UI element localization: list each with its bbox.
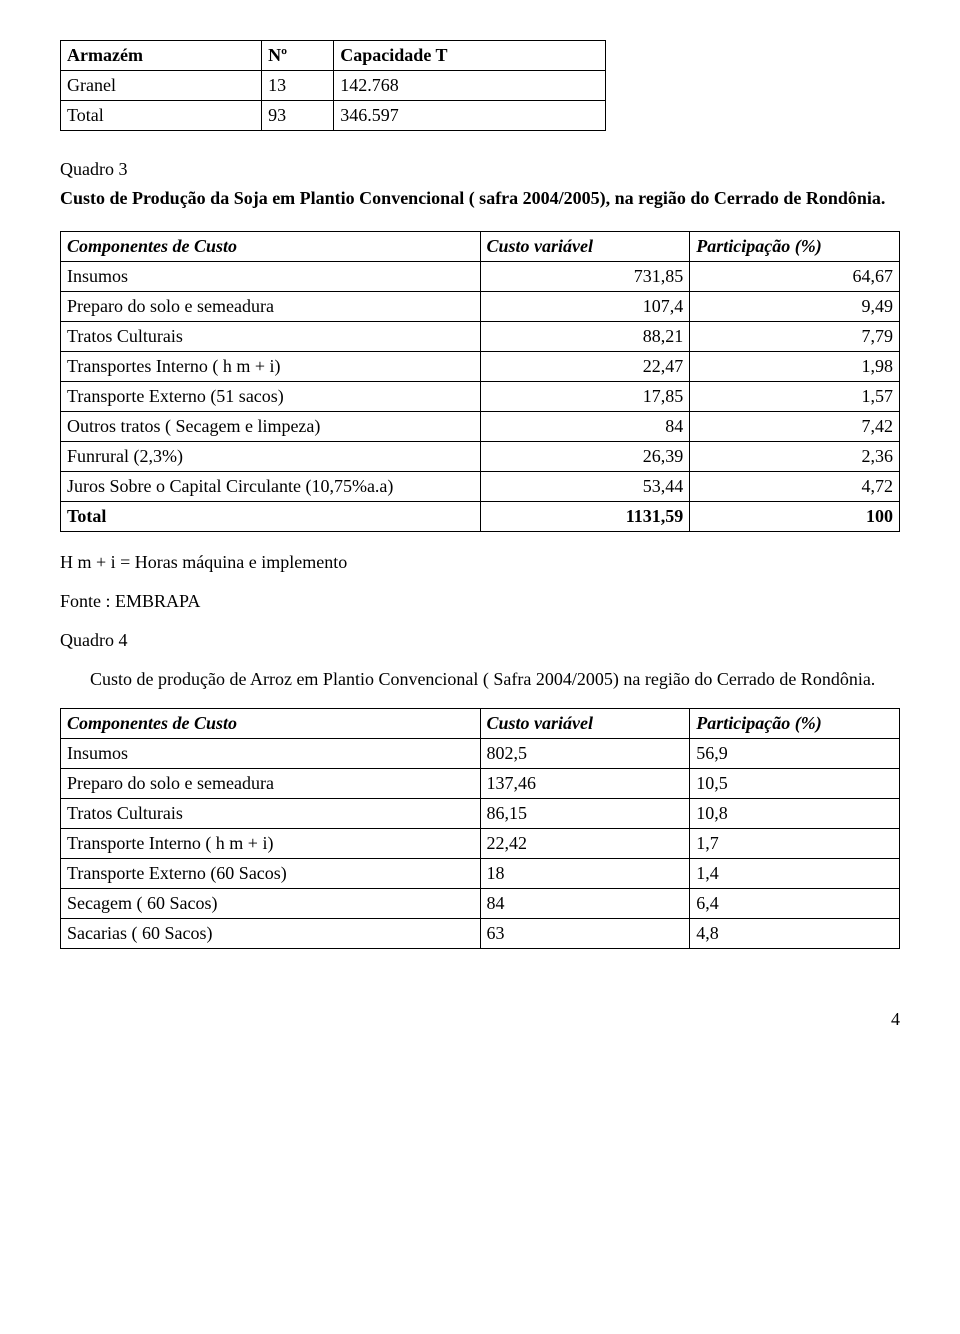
cell: 86,15 bbox=[480, 798, 690, 828]
cell: Tratos Culturais bbox=[61, 798, 481, 828]
table-total-row: Total 1131,59 100 bbox=[61, 501, 900, 531]
table-row: Secagem ( 60 Sacos)846,4 bbox=[61, 888, 900, 918]
table-row: Granel 13 142.768 bbox=[61, 71, 606, 101]
custo-arroz-table: Componentes de Custo Custo variável Part… bbox=[60, 708, 900, 949]
cell: Total bbox=[61, 101, 262, 131]
cell: 93 bbox=[262, 101, 334, 131]
table-row: Transporte Externo (51 sacos)17,851,57 bbox=[61, 381, 900, 411]
table-row: Insumos802,556,9 bbox=[61, 738, 900, 768]
cell: 802,5 bbox=[480, 738, 690, 768]
t3-h2: Participação (%) bbox=[690, 708, 900, 738]
armazem-table: Armazém Nº Capacidade T Granel 13 142.76… bbox=[60, 40, 606, 131]
cell: Preparo do solo e semeadura bbox=[61, 291, 481, 321]
cell: Total bbox=[61, 501, 481, 531]
quadro4-label: Quadro 4 bbox=[60, 630, 900, 651]
cell: 1,98 bbox=[690, 351, 900, 381]
t3-h0: Componentes de Custo bbox=[61, 708, 481, 738]
cell: 84 bbox=[480, 411, 690, 441]
table-row: Insumos731,8564,67 bbox=[61, 261, 900, 291]
cell: 22,47 bbox=[480, 351, 690, 381]
quadro3-title: Quadro 3 Custo de Produção da Soja em Pl… bbox=[60, 155, 900, 213]
table-row: Funrural (2,3%)26,392,36 bbox=[61, 441, 900, 471]
cell: 56,9 bbox=[690, 738, 900, 768]
table-row: Transporte Interno ( h m + i)22,421,7 bbox=[61, 828, 900, 858]
cell: 13 bbox=[262, 71, 334, 101]
cell: Secagem ( 60 Sacos) bbox=[61, 888, 481, 918]
quadro3-label: Quadro 3 bbox=[60, 155, 900, 184]
cell: 100 bbox=[690, 501, 900, 531]
cell: 10,8 bbox=[690, 798, 900, 828]
cell: 4,8 bbox=[690, 918, 900, 948]
quadro3-desc: Custo de Produção da Soja em Plantio Con… bbox=[60, 184, 900, 213]
cell: 346.597 bbox=[334, 101, 606, 131]
cell: 64,67 bbox=[690, 261, 900, 291]
cell: Transporte Externo (51 sacos) bbox=[61, 381, 481, 411]
t1-h0: Armazém bbox=[61, 41, 262, 71]
t2-h1: Custo variável bbox=[480, 231, 690, 261]
cell: Transporte Interno ( h m + i) bbox=[61, 828, 481, 858]
table-row: Tratos Culturais88,217,79 bbox=[61, 321, 900, 351]
cell: Insumos bbox=[61, 738, 481, 768]
cell: Funrural (2,3%) bbox=[61, 441, 481, 471]
table-row: Tratos Culturais86,1510,8 bbox=[61, 798, 900, 828]
cell: 4,72 bbox=[690, 471, 900, 501]
t1-h2: Capacidade T bbox=[334, 41, 606, 71]
cell: Granel bbox=[61, 71, 262, 101]
page-number: 4 bbox=[60, 1009, 900, 1030]
table-row: Juros Sobre o Capital Circulante (10,75%… bbox=[61, 471, 900, 501]
cell: 2,36 bbox=[690, 441, 900, 471]
cell: Outros tratos ( Secagem e limpeza) bbox=[61, 411, 481, 441]
cell: 10,5 bbox=[690, 768, 900, 798]
cell: Juros Sobre o Capital Circulante (10,75%… bbox=[61, 471, 481, 501]
t2-h0: Componentes de Custo bbox=[61, 231, 481, 261]
cell: Transporte Externo (60 Sacos) bbox=[61, 858, 481, 888]
cell: 731,85 bbox=[480, 261, 690, 291]
cell: Preparo do solo e semeadura bbox=[61, 768, 481, 798]
cell: 7,79 bbox=[690, 321, 900, 351]
cell: 1,7 bbox=[690, 828, 900, 858]
cell: 88,21 bbox=[480, 321, 690, 351]
cell: 137,46 bbox=[480, 768, 690, 798]
cell: 1131,59 bbox=[480, 501, 690, 531]
cell: 1,4 bbox=[690, 858, 900, 888]
cell: 22,42 bbox=[480, 828, 690, 858]
cell: Tratos Culturais bbox=[61, 321, 481, 351]
cell: 107,4 bbox=[480, 291, 690, 321]
cell: 26,39 bbox=[480, 441, 690, 471]
custo-soja-table: Componentes de Custo Custo variável Part… bbox=[60, 231, 900, 532]
table-row: Sacarias ( 60 Sacos)634,8 bbox=[61, 918, 900, 948]
table-row: Preparo do solo e semeadura137,4610,5 bbox=[61, 768, 900, 798]
t3-h1: Custo variável bbox=[480, 708, 690, 738]
cell: Sacarias ( 60 Sacos) bbox=[61, 918, 481, 948]
cell: 84 bbox=[480, 888, 690, 918]
table-row: Transportes Interno ( h m + i)22,471,98 bbox=[61, 351, 900, 381]
cell: 9,49 bbox=[690, 291, 900, 321]
cell: 1,57 bbox=[690, 381, 900, 411]
cell: 7,42 bbox=[690, 411, 900, 441]
cell: Transportes Interno ( h m + i) bbox=[61, 351, 481, 381]
t1-h1: Nº bbox=[262, 41, 334, 71]
t2-h2: Participação (%) bbox=[690, 231, 900, 261]
table-row: Transporte Externo (60 Sacos)181,4 bbox=[61, 858, 900, 888]
cell: 63 bbox=[480, 918, 690, 948]
cell: 18 bbox=[480, 858, 690, 888]
fonte-label: Fonte : EMBRAPA bbox=[60, 591, 900, 612]
quadro4-desc: Custo de produção de Arroz em Plantio Co… bbox=[60, 669, 900, 690]
cell: 6,4 bbox=[690, 888, 900, 918]
table-row: Preparo do solo e semeadura107,49,49 bbox=[61, 291, 900, 321]
cell: 17,85 bbox=[480, 381, 690, 411]
table-row: Outros tratos ( Secagem e limpeza)847,42 bbox=[61, 411, 900, 441]
cell: 142.768 bbox=[334, 71, 606, 101]
note-hmi: H m + i = Horas máquina e implemento bbox=[60, 552, 900, 573]
table-row: Total 93 346.597 bbox=[61, 101, 606, 131]
cell: Insumos bbox=[61, 261, 481, 291]
cell: 53,44 bbox=[480, 471, 690, 501]
